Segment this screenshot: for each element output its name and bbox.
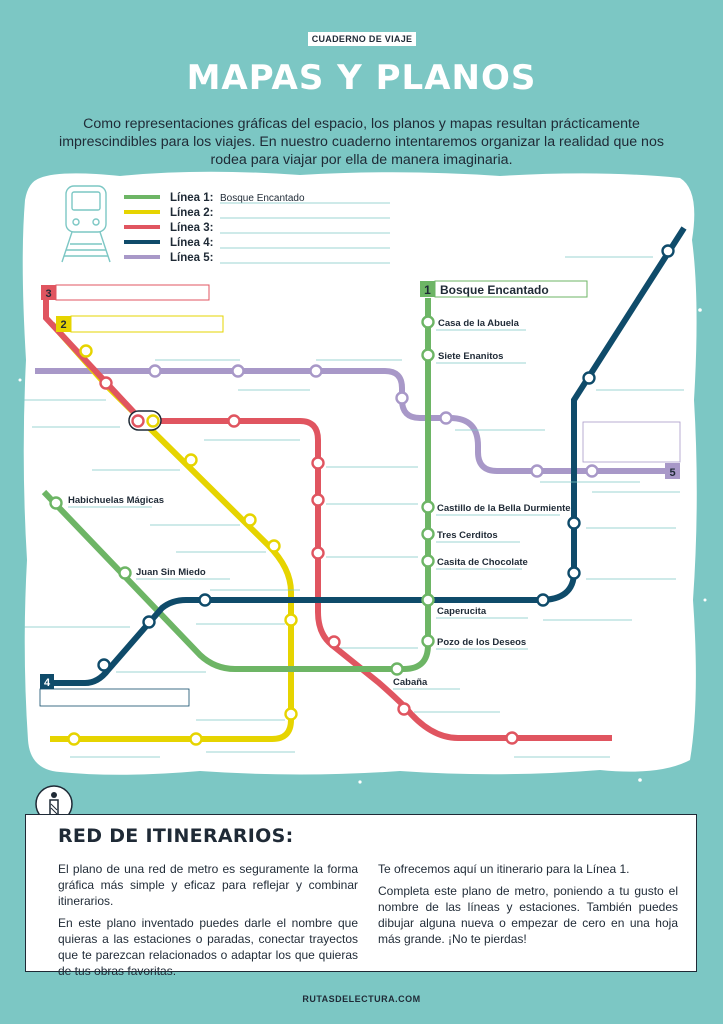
station-l2-h bbox=[189, 732, 203, 746]
station-l4-b bbox=[142, 615, 156, 629]
station-l4-a bbox=[97, 658, 111, 672]
svg-text:1: 1 bbox=[424, 283, 431, 297]
station-casita-chocolate bbox=[421, 554, 435, 568]
label-casa-abuela: Casa de la Abuela bbox=[438, 318, 520, 329]
metro-map: Línea 1: Bosque Encantado Línea 2: Línea… bbox=[18, 171, 707, 784]
station-juan bbox=[118, 566, 132, 580]
blank-label-lines bbox=[22, 256, 684, 758]
station-l2-i bbox=[67, 732, 81, 746]
route-line4 bbox=[47, 226, 687, 686]
station-l5-a bbox=[148, 364, 162, 378]
station-l3-d bbox=[311, 456, 325, 470]
info-paragraph: Completa este plano de metro, poniendo a… bbox=[378, 884, 678, 946]
svg-text:2: 2 bbox=[60, 319, 66, 331]
info-box: RED DE ITINERARIOS: El plano de una red … bbox=[25, 814, 697, 978]
station-l3-g bbox=[327, 635, 341, 649]
station-l3-b bbox=[131, 414, 145, 428]
svg-text:4: 4 bbox=[44, 677, 51, 689]
legend-line2-label: Línea 2: bbox=[170, 207, 213, 219]
station-l4-e bbox=[567, 566, 581, 580]
line1-name: Bosque Encantado bbox=[440, 283, 549, 297]
info-column-left: El plano de una red de metro es segurame… bbox=[58, 861, 358, 985]
label-pozo: Pozo de los Deseos bbox=[437, 637, 526, 648]
station-castillo bbox=[421, 500, 435, 514]
footer-brand: RUTASDELECTURA.COM bbox=[302, 994, 421, 1004]
line2-badge: 2 bbox=[56, 315, 224, 333]
station-siete-enanitos bbox=[421, 348, 435, 362]
station-l3-a bbox=[99, 376, 113, 390]
station-l4-g bbox=[582, 371, 596, 385]
legend-line5-label: Línea 5: bbox=[170, 252, 213, 264]
label-siete-enanitos: Siete Enanitos bbox=[438, 351, 503, 362]
legend-line3-label: Línea 3: bbox=[170, 222, 213, 234]
page-title: MAPAS Y PLANOS bbox=[186, 58, 537, 98]
line4-badge: 4 bbox=[39, 674, 190, 707]
station-l3-e bbox=[311, 493, 325, 507]
station-l5-f bbox=[530, 464, 544, 478]
station-habichuelas bbox=[49, 496, 63, 510]
legend-item-line3: Línea 3: bbox=[124, 222, 390, 234]
station-l5-b bbox=[231, 364, 245, 378]
info-paragraph: En este plano inventado puedes darle el … bbox=[58, 916, 358, 978]
label-cabana: Cabaña bbox=[393, 677, 428, 688]
station-l2-g bbox=[284, 707, 298, 721]
station-cabana bbox=[390, 662, 404, 676]
intro-text: Como representaciones gráficas del espac… bbox=[59, 116, 664, 168]
station-l2-b bbox=[146, 414, 160, 428]
legend-line1-name: Bosque Encantado bbox=[220, 193, 305, 204]
route-line1 bbox=[41, 298, 431, 672]
station-l4-c bbox=[198, 593, 212, 607]
svg-text:3: 3 bbox=[45, 288, 51, 300]
info-paragraph: El plano de una red de metro es segurame… bbox=[58, 862, 358, 908]
legend: Línea 1: Bosque Encantado Línea 2: Línea… bbox=[124, 192, 390, 264]
station-l5-g bbox=[585, 464, 599, 478]
station-l5-e bbox=[439, 411, 453, 425]
station-l2-e bbox=[267, 539, 281, 553]
station-l3-f bbox=[311, 546, 325, 560]
station-l4-h bbox=[661, 244, 675, 258]
legend-line4-label: Línea 4: bbox=[170, 237, 213, 249]
label-juan: Juan Sin Miedo bbox=[136, 567, 206, 578]
label-caperucita: Caperucita bbox=[437, 606, 487, 617]
station-l3-c bbox=[227, 414, 241, 428]
station-tres-cerditos bbox=[421, 527, 435, 541]
legend-line1-label: Línea 1: bbox=[170, 192, 213, 204]
station-l2-f bbox=[284, 613, 298, 627]
station-l3-i bbox=[505, 731, 519, 745]
label-tres-cerditos: Tres Cerditos bbox=[437, 530, 498, 541]
line5-badge: 5 bbox=[582, 421, 681, 479]
station-caperucita bbox=[421, 593, 435, 607]
section-tag: CUADERNO DE VIAJE bbox=[308, 32, 416, 46]
station-l4-d bbox=[536, 593, 550, 607]
station-l2-c bbox=[184, 453, 198, 467]
station-l5-d bbox=[395, 391, 409, 405]
legend-item-line2: Línea 2: bbox=[124, 207, 390, 219]
legend-item-line5: Línea 5: bbox=[124, 252, 390, 264]
label-castillo: Castillo de la Bella Durmiente bbox=[437, 503, 571, 514]
legend-item-line1: Línea 1: Bosque Encantado bbox=[124, 192, 390, 204]
label-habichuelas: Habichuelas Mágicas bbox=[68, 495, 164, 506]
paint-splatters bbox=[18, 213, 707, 784]
line1-badge: 1 Bosque Encantado bbox=[420, 280, 588, 298]
info-column-right: Te ofrecemos aquí un itinerario para la … bbox=[378, 861, 678, 953]
info-paragraph: Te ofrecemos aquí un itinerario para la … bbox=[378, 862, 630, 876]
route-line5 bbox=[35, 368, 680, 474]
svg-text:5: 5 bbox=[669, 467, 675, 479]
label-casita-chocolate: Casita de Chocolate bbox=[437, 557, 528, 568]
station-pozo bbox=[421, 634, 435, 648]
train-icon bbox=[61, 185, 111, 263]
line3-badge: 3 bbox=[41, 284, 210, 301]
info-title: RED DE ITINERARIOS: bbox=[58, 825, 294, 847]
station-l2-a bbox=[79, 344, 93, 358]
station-casa-abuela bbox=[421, 315, 435, 329]
station-l5-c bbox=[309, 364, 323, 378]
station-l3-h bbox=[397, 702, 411, 716]
station-l4-f bbox=[567, 516, 581, 530]
legend-item-line4: Línea 4: bbox=[124, 237, 390, 249]
station-l2-d bbox=[243, 513, 257, 527]
